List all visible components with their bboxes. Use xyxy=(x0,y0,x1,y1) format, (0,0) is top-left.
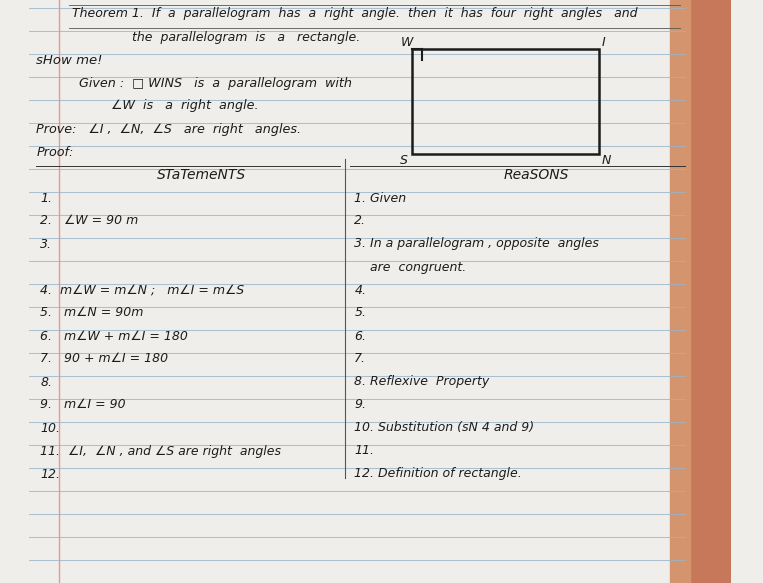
Bar xyxy=(412,49,598,154)
Text: 10.: 10. xyxy=(40,422,60,434)
Text: STaTemeNTS: STaTemeNTS xyxy=(156,168,246,182)
Bar xyxy=(690,0,731,583)
Text: ∠W  is   a  right  angle.: ∠W is a right angle. xyxy=(67,100,259,113)
Text: W: W xyxy=(401,37,413,50)
Text: 11.: 11. xyxy=(354,444,375,458)
Text: 6.: 6. xyxy=(354,329,366,342)
Text: 5.   m∠N = 90m: 5. m∠N = 90m xyxy=(40,307,143,319)
Text: 9.   m∠I = 90: 9. m∠I = 90 xyxy=(40,399,126,412)
Text: 12. Definition of rectangle.: 12. Definition of rectangle. xyxy=(354,468,522,480)
Text: the  parallelogram  is   a   rectangle.: the parallelogram is a rectangle. xyxy=(72,30,360,44)
Bar xyxy=(671,0,690,583)
Text: Theorem 1.  If  a  parallelogram  has  a  right  angle.  then  it  has  four  ri: Theorem 1. If a parallelogram has a righ… xyxy=(72,8,637,20)
Text: 9.: 9. xyxy=(354,399,366,412)
Text: ReaSONS: ReaSONS xyxy=(504,168,569,182)
Text: 1. Given: 1. Given xyxy=(354,191,407,205)
Text: 11.  ∠I,  ∠N , and ∠S are right  angles: 11. ∠I, ∠N , and ∠S are right angles xyxy=(40,444,282,458)
Text: 2.   ∠W = 90 m: 2. ∠W = 90 m xyxy=(40,215,138,227)
Text: 7.   90 + m∠I = 180: 7. 90 + m∠I = 180 xyxy=(40,353,169,366)
Text: 3. In a parallelogram , opposite  angles: 3. In a parallelogram , opposite angles xyxy=(354,237,599,251)
Text: Given :  □ WINS   is  a  parallelogram  with: Given : □ WINS is a parallelogram with xyxy=(67,76,352,90)
Text: 4.  m∠W = m∠N ;   m∠I = m∠S: 4. m∠W = m∠N ; m∠I = m∠S xyxy=(40,283,244,297)
Text: sHow me!: sHow me! xyxy=(37,54,103,66)
Text: 10. Substitution (sN 4 and 9): 10. Substitution (sN 4 and 9) xyxy=(354,422,534,434)
Text: S: S xyxy=(401,153,408,167)
Text: 7.: 7. xyxy=(354,353,366,366)
Text: 2.: 2. xyxy=(354,215,366,227)
Text: 5.: 5. xyxy=(354,307,366,319)
Text: N: N xyxy=(601,153,611,167)
Text: I: I xyxy=(601,37,605,50)
Text: 12.: 12. xyxy=(40,468,60,480)
Text: 1.: 1. xyxy=(40,191,52,205)
Text: Proof:: Proof: xyxy=(37,146,74,159)
Text: 8. Reflexive  Property: 8. Reflexive Property xyxy=(354,375,490,388)
Text: 6.   m∠W + m∠I = 180: 6. m∠W + m∠I = 180 xyxy=(40,329,188,342)
Text: 8.: 8. xyxy=(40,375,52,388)
Text: 4.: 4. xyxy=(354,283,366,297)
Text: 3.: 3. xyxy=(40,237,52,251)
Text: Prove:   ∠I ,  ∠N,  ∠S   are  right   angles.: Prove: ∠I , ∠N, ∠S are right angles. xyxy=(37,122,301,135)
Text: are  congruent.: are congruent. xyxy=(354,261,467,273)
